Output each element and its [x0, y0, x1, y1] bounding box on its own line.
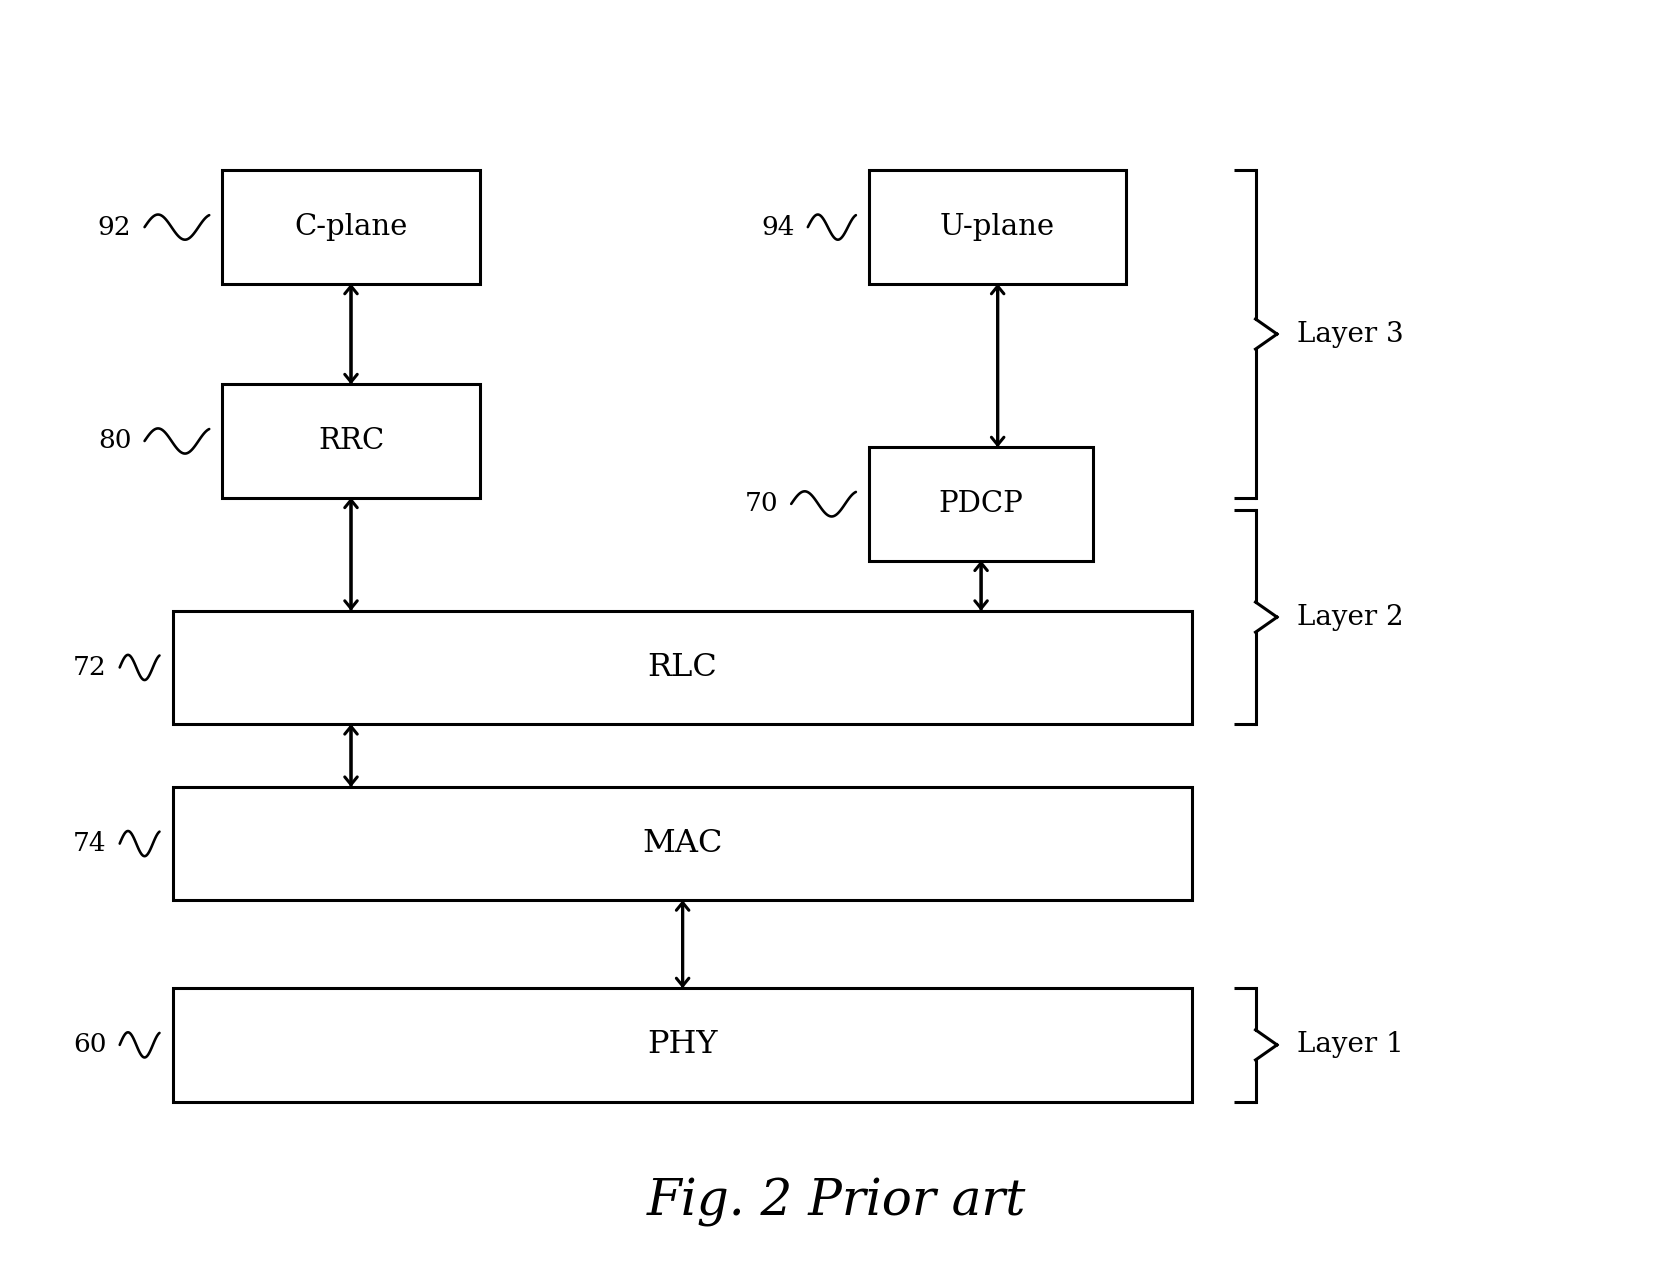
Bar [869, 448, 1093, 561]
Text: 70: 70 [744, 491, 777, 516]
Text: 60: 60 [74, 1033, 107, 1057]
Text: Layer 3: Layer 3 [1297, 321, 1403, 347]
Text: RRC: RRC [318, 427, 385, 455]
Bar [172, 611, 1192, 724]
Text: 92: 92 [97, 215, 132, 239]
Text: 80: 80 [97, 429, 132, 454]
Text: 94: 94 [761, 215, 794, 239]
Bar [222, 384, 480, 497]
Text: Layer 1: Layer 1 [1297, 1032, 1404, 1058]
Bar [869, 170, 1127, 284]
Text: U-plane: U-plane [940, 214, 1055, 242]
Bar [222, 170, 480, 284]
Text: C-plane: C-plane [294, 214, 408, 242]
Text: PDCP: PDCP [938, 490, 1023, 518]
Text: MAC: MAC [642, 828, 722, 859]
Text: 72: 72 [72, 655, 107, 681]
Text: PHY: PHY [647, 1029, 717, 1061]
Text: RLC: RLC [647, 653, 717, 683]
Text: Fig. 2 Prior art: Fig. 2 Prior art [647, 1178, 1025, 1227]
Bar [172, 988, 1192, 1102]
Text: Layer 2: Layer 2 [1297, 604, 1403, 631]
Bar [172, 787, 1192, 901]
Text: 74: 74 [74, 831, 107, 856]
